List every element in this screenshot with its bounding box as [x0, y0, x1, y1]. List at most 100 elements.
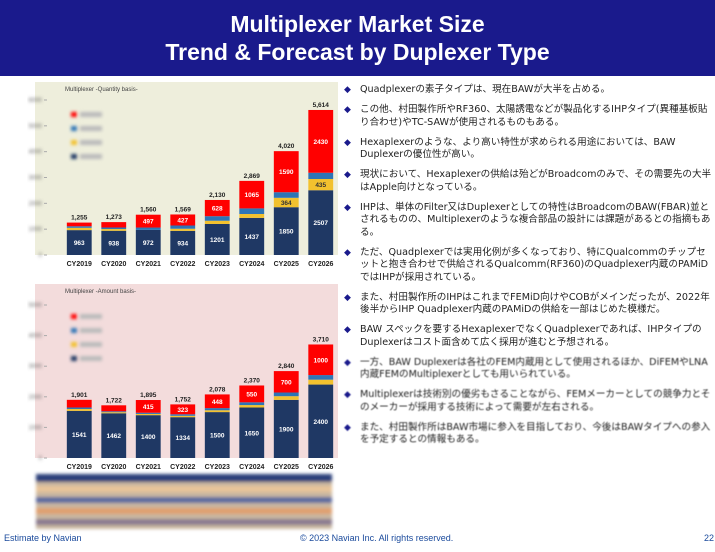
value-label: 1000	[314, 357, 329, 364]
bar-segment	[239, 385, 265, 403]
title: Multiplexer Market Size	[230, 11, 485, 37]
x-tick-label: CY2023	[205, 261, 230, 268]
value-label: 427	[177, 217, 188, 224]
bar-segment	[101, 413, 127, 458]
bar-segment	[239, 407, 265, 458]
y-tick-label: 5000	[29, 303, 43, 309]
bar-segment	[239, 405, 265, 408]
x-tick-label: CY2020	[101, 261, 126, 268]
bar-segment	[273, 207, 299, 255]
total-label: 2,840	[278, 363, 295, 370]
legend-text-blur	[80, 328, 102, 333]
value-label: 1065	[245, 192, 260, 199]
bar-segment	[308, 375, 334, 380]
bar-segment	[170, 404, 196, 415]
legend-text-blur	[80, 154, 102, 159]
bar-segment	[204, 220, 230, 224]
bar-segment	[308, 344, 334, 376]
x-tick-label: CY2022	[170, 261, 195, 268]
legend-swatch	[71, 154, 77, 159]
bar-segment	[239, 402, 265, 406]
bar-segment	[170, 417, 196, 458]
bar-segment	[273, 151, 299, 193]
legend-swatch	[71, 126, 77, 131]
value-label: 1201	[210, 237, 225, 244]
bullet: Hexaplexerのような、より高い特性が求められる用途においては、BAW D…	[344, 137, 715, 162]
bar-segment	[66, 407, 92, 410]
bar-segment	[66, 226, 92, 228]
footer-copyright: © 2023 Navian Inc. All rights reserved.	[300, 533, 454, 543]
bar-segment	[308, 190, 334, 255]
subtitle: Trend & Forecast by Duplexer Type	[165, 39, 550, 65]
y-tick-label: 1000	[29, 227, 43, 233]
bar-segment	[135, 413, 161, 416]
bar-segment	[204, 223, 230, 255]
bullet: Quadplexerの素子タイプは、現在BAWが大半を占める。	[344, 84, 715, 97]
bullet: Multiplexerは技術別の優劣もさることながら、FEMメーカーとしての競争…	[344, 389, 715, 414]
value-label: 1400	[141, 434, 156, 441]
legend-swatch	[71, 328, 77, 333]
value-label: 972	[143, 240, 154, 247]
bullet: ただ、Quadplexerでは実用化例が多くなっており、特にQualcommのチ…	[344, 247, 715, 285]
bar-segment	[273, 392, 299, 397]
bar-segment	[135, 229, 161, 255]
bar-segment	[101, 405, 127, 412]
bar-segment	[239, 180, 265, 209]
total-label: 1,560	[140, 207, 157, 214]
bar-segment	[204, 410, 230, 413]
x-tick-label: CY2022	[170, 464, 195, 471]
legend-text-blur	[80, 342, 102, 347]
bar-segment	[170, 415, 196, 418]
bar-segment	[101, 412, 127, 414]
bar-segment	[135, 227, 161, 230]
legend-text-blur	[80, 140, 102, 145]
x-tick-label: CY2025	[274, 464, 299, 471]
bar-segment	[273, 192, 299, 198]
bar-segment	[101, 229, 127, 231]
bar-segment	[273, 197, 299, 208]
bar-segment	[135, 412, 161, 414]
bullet: BAW スペックを要するHexaplexerでなくQuadplexerであれば、…	[344, 324, 715, 349]
total-label: 1,273	[106, 214, 123, 221]
legend-text-blur	[80, 126, 102, 131]
x-tick-label: CY2023	[205, 464, 230, 471]
x-tick-label: CY2020	[101, 464, 126, 471]
y-tick-label: 3000	[29, 176, 43, 182]
bullet: 一方、BAW Duplexerは各社のFEM内蔵用として使用されるほか、DiFE…	[344, 357, 715, 382]
y-axis-labels: 0 1000 2000 3000 4000 5000 6000	[29, 98, 43, 259]
total-label: 4,020	[278, 143, 295, 150]
bar-segment	[135, 415, 161, 458]
legend-swatch	[71, 314, 77, 319]
y-tick-label: 2000	[29, 395, 43, 401]
value-label: 628	[212, 206, 223, 213]
bar-segment	[66, 410, 92, 458]
legend-swatch	[71, 140, 77, 145]
bar-segment	[170, 214, 196, 226]
total-label: 1,901	[71, 392, 88, 399]
bar-segment	[308, 109, 334, 173]
value-label: 550	[246, 391, 257, 398]
y-tick-label: 5000	[29, 124, 43, 130]
y-tick-label: 3000	[29, 364, 43, 370]
bar-segment	[170, 225, 196, 229]
value-label: 448	[212, 399, 223, 406]
value-label: 1334	[176, 435, 191, 442]
value-label: 1437	[245, 234, 260, 241]
value-label: 323	[177, 407, 188, 414]
value-label: 2507	[314, 220, 329, 227]
total-label: 1,255	[71, 215, 88, 222]
value-label: 364	[281, 200, 292, 207]
bar-segment	[273, 399, 299, 458]
bar-segment	[66, 399, 92, 408]
bar-segment	[273, 396, 299, 400]
y-axis-labels: 0 1000 2000 3000 4000 5000	[29, 303, 43, 462]
footer-source: Estimate by Navian	[4, 533, 82, 543]
value-label: 497	[143, 219, 154, 226]
bar-segment	[204, 412, 230, 458]
bar-segment	[239, 214, 265, 218]
bullet: この他、村田製作所やRF360、太陽誘電などが製品化するIHPタイプ(異種基板貼…	[344, 104, 715, 129]
legend-swatch	[71, 342, 77, 347]
bullet: また、村田製作所のIHPはこれまでFEMiD向けやCOBがメインだったが、202…	[344, 292, 715, 317]
x-tick-label: CY2026	[308, 261, 333, 268]
